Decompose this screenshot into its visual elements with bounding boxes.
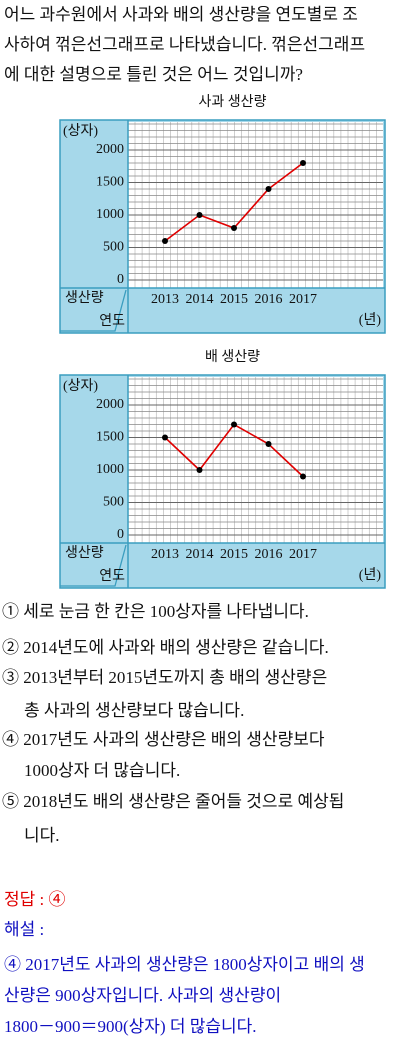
x-unit: (년) [359, 567, 382, 583]
y-tick-label: 1000 [96, 462, 124, 477]
point [265, 186, 272, 192]
corner-category-label: 연도 [99, 313, 125, 329]
x-tick-label: 2015 [220, 547, 248, 562]
option-line: ② 2014년도에 사과와 배의 생산량은 같습니다. [2, 638, 329, 657]
y-tick-label: 2000 [96, 142, 124, 157]
point [162, 434, 168, 441]
y-tick-label: 1500 [96, 430, 124, 445]
chart-title: 배 생산량 [205, 349, 260, 365]
y-axis-label: (상자) [63, 123, 98, 139]
x-tick-label: 2017 [289, 292, 317, 307]
y-tick-label: 1000 [96, 207, 124, 222]
point [196, 212, 203, 218]
corner-value-label: 생산량 [65, 290, 104, 306]
corner-line [60, 544, 127, 587]
point [231, 225, 237, 231]
x-tick-label: 2014 [186, 547, 214, 562]
x-tick-label: 2016 [255, 292, 283, 307]
y-tick-label: 500 [103, 240, 124, 255]
option-line: ④ 2017년도 사과의 생산량은 배의 생산량보다 [2, 730, 325, 749]
question-line: 사하여 꺾은선그래프로 나타냈습니다. 꺾은선그래프 [4, 35, 366, 54]
y-tick-label: 2000 [96, 397, 124, 412]
answer: 정답 : ④ [4, 890, 66, 909]
explanation-line: 1800－900＝900(상자) 더 많습니다. [4, 1017, 257, 1036]
explanation-line: ④ 2017년도 사과의 생산량은 1800상자이고 배의 생 [4, 955, 365, 974]
corner-category-label: 연도 [99, 568, 125, 584]
option-line: 니다. [24, 826, 60, 845]
x-tick-label: 2014 [186, 292, 214, 307]
point [196, 467, 203, 473]
explanation-line: 산량은 900상자입니다. 사과의 생산량이 [4, 986, 282, 1005]
y-tick-label: 1500 [96, 175, 124, 190]
option-line: ① 세로 눈금 한 칸은 100상자를 나타냅니다. [2, 602, 309, 621]
point [162, 238, 168, 244]
x-tick-label: 2013 [151, 292, 179, 307]
corner-value-label: 생산량 [65, 545, 104, 561]
explanation-heading: 해설 : [4, 920, 45, 939]
point [265, 441, 272, 447]
x-tick-label: 2015 [220, 292, 248, 307]
option-line: ③ 2013년부터 2015년도까지 총 배의 생산량은 [2, 668, 328, 687]
x-tick-label: 2017 [289, 547, 317, 562]
y-tick-label: 0 [117, 527, 124, 542]
y-axis-label: (상자) [63, 378, 98, 394]
x-tick-label: 2016 [255, 547, 283, 562]
option-line: 총 사과의 생산량보다 많습니다. [24, 701, 245, 720]
chart-title: 사과 생산량 [199, 94, 267, 110]
corner-line [60, 289, 127, 332]
y-tick-label: 0 [117, 272, 124, 287]
question-line: 어느 과수원에서 사과와 배의 생산량을 연도별로 조 [4, 5, 358, 24]
y-tick-label: 500 [103, 495, 124, 510]
option-line: 1000상자 더 많습니다. [24, 761, 181, 780]
point [231, 421, 237, 428]
question-line: 에 대한 설명으로 틀린 것은 어느 것입니까? [4, 65, 303, 84]
point [300, 160, 306, 166]
option-line: ⑤ 2018년도 배의 생산량은 줄어들 것으로 예상됩 [2, 792, 345, 811]
x-tick-label: 2013 [151, 547, 179, 562]
x-unit: (년) [359, 312, 382, 328]
point [300, 473, 306, 480]
